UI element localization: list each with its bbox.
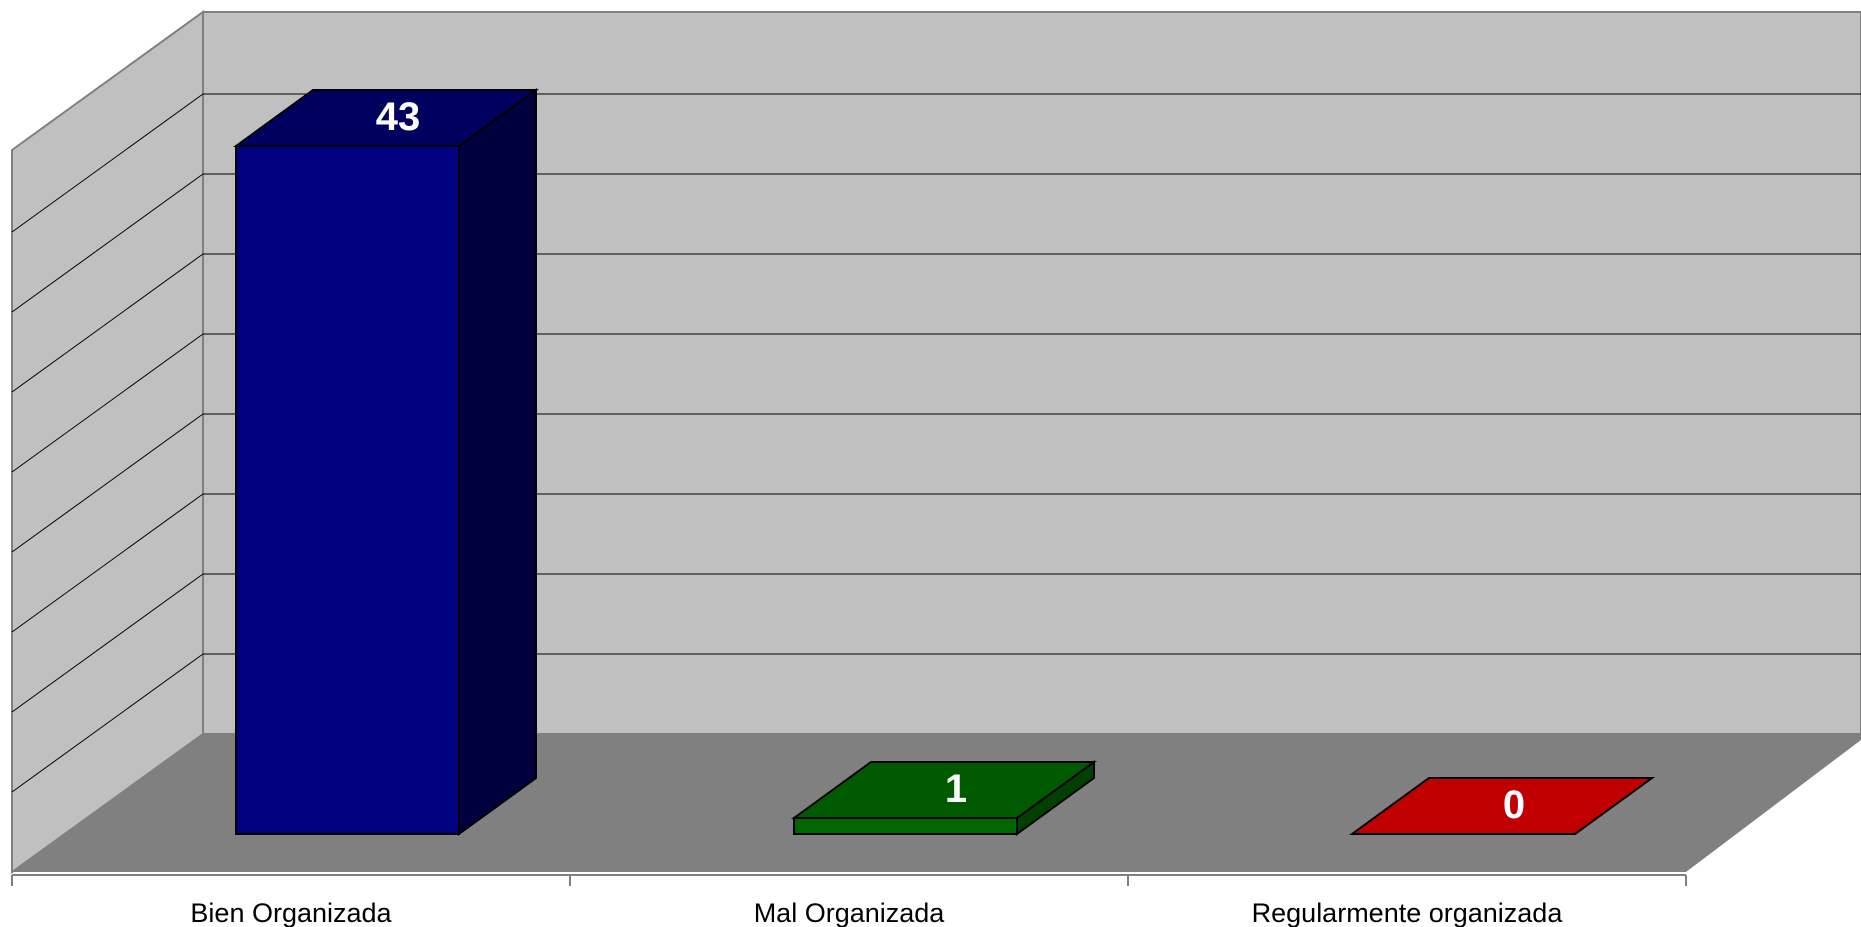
bar-front-face bbox=[235, 145, 460, 835]
bar-1 bbox=[232, 88, 540, 836]
side-wall bbox=[11, 10, 204, 874]
bar-top-face bbox=[232, 89, 540, 147]
bar-front-face bbox=[793, 817, 1018, 835]
gridline-side bbox=[11, 573, 204, 713]
bar-2 bbox=[790, 760, 1098, 836]
bars bbox=[232, 88, 1656, 836]
data-label: 43 bbox=[376, 95, 421, 139]
gridline-side bbox=[11, 93, 204, 233]
gridline-side bbox=[11, 653, 204, 793]
data-label: 1 bbox=[945, 767, 967, 811]
data-label: 0 bbox=[1503, 783, 1525, 827]
gridline-side bbox=[11, 253, 204, 393]
category-label: Regularmente organizada bbox=[1252, 898, 1564, 927]
gridline-side bbox=[11, 173, 204, 313]
bar-top-face bbox=[790, 761, 1098, 819]
category-label: Mal Organizada bbox=[754, 898, 946, 927]
category-label: Bien Organizada bbox=[190, 898, 392, 927]
bar-top-face bbox=[1348, 777, 1656, 835]
bar-side-face bbox=[458, 88, 537, 836]
bar-3 bbox=[1348, 777, 1656, 835]
gridline-side bbox=[11, 333, 204, 473]
gridline-side bbox=[11, 413, 204, 553]
data-labels: 43 1 0 bbox=[376, 95, 1525, 827]
gridline-side bbox=[11, 493, 204, 633]
